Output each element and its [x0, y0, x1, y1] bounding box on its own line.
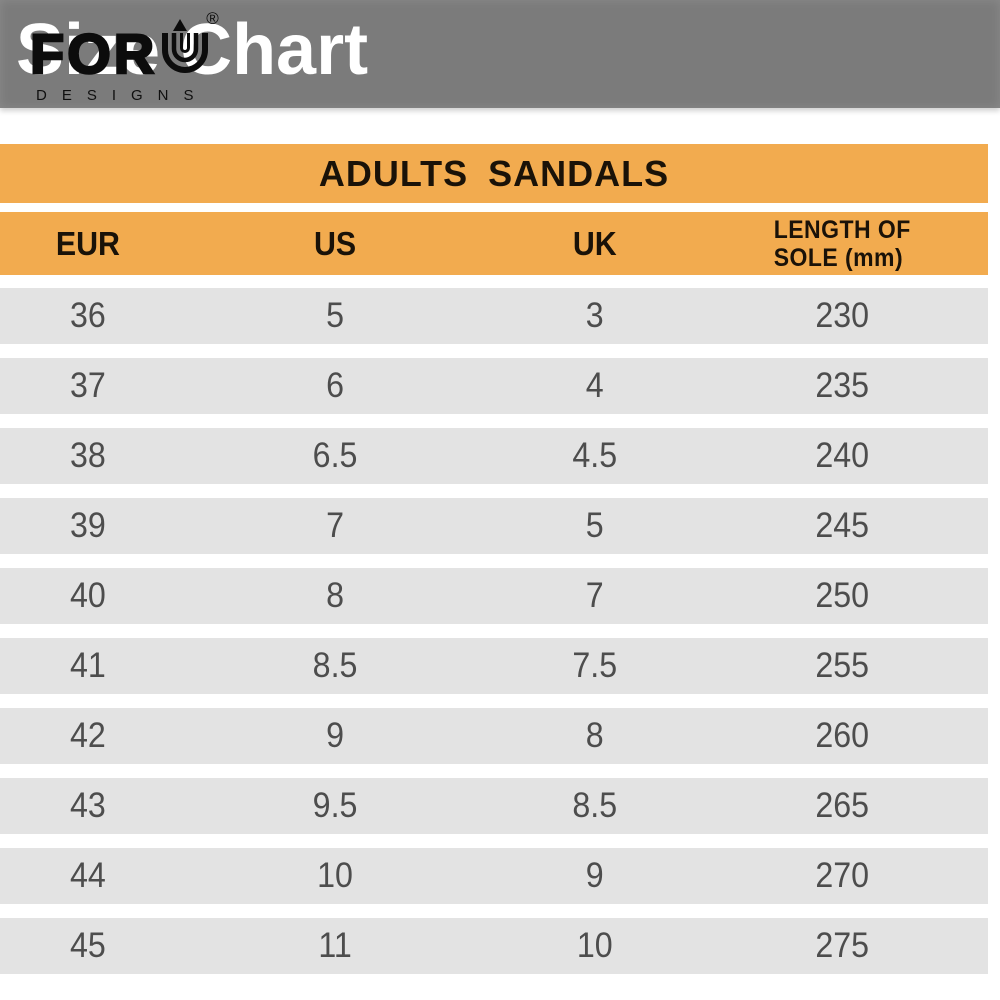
logo-designs-text: DESIGNS — [36, 87, 209, 104]
cell-eur: 45 — [70, 926, 106, 965]
cell-eur: 42 — [70, 716, 106, 755]
cell-us: 7 — [325, 506, 344, 545]
cell-us: 9 — [325, 716, 344, 755]
cell-sole-length: 245 — [814, 506, 869, 545]
brand-wordmark: FOR ® — [29, 10, 219, 86]
cell-us: 8 — [325, 576, 344, 615]
cell-us: 8.5 — [312, 646, 358, 685]
cell-uk: 8 — [585, 716, 604, 755]
col-header-length-line2: SOLE (mm) — [773, 243, 903, 272]
table-body: 36 5 3 230 37 6 4 235 38 6.5 4.5 240 39 … — [0, 288, 988, 988]
cell-sole-length: 235 — [814, 366, 869, 405]
table-row: 45 11 10 275 — [0, 918, 988, 974]
cell-eur: 39 — [70, 506, 106, 545]
table-row: 43 9.5 8.5 265 — [0, 778, 988, 834]
cell-eur: 44 — [70, 856, 106, 895]
header-bar: Size Chart FOR ® DESIGNS — [0, 0, 1000, 108]
cell-sole-length: 250 — [814, 576, 869, 615]
cell-us: 10 — [317, 856, 353, 895]
cell-sole-length: 255 — [814, 646, 869, 685]
col-header-length: LENGTH OF SOLE (mm) — [707, 216, 976, 272]
cell-sole-length: 240 — [814, 436, 869, 475]
table-header-row: EUR US UK LENGTH OF SOLE (mm) — [0, 212, 988, 275]
table-row: 37 6 4 235 — [0, 358, 988, 414]
table-title-banner: ADULTS SANDALS — [0, 144, 988, 203]
cell-uk: 3 — [585, 296, 604, 335]
page-title: Size Chart — [16, 10, 369, 90]
cell-sole-length: 230 — [814, 296, 869, 335]
cell-sole-length: 270 — [814, 856, 869, 895]
cell-sole-length: 265 — [814, 786, 869, 825]
horseshoe-u-icon — [162, 19, 209, 73]
cell-eur: 37 — [70, 366, 106, 405]
cell-uk: 10 — [576, 926, 613, 965]
cell-eur: 43 — [70, 786, 106, 825]
cell-eur: 41 — [70, 646, 106, 685]
table-row: 39 7 5 245 — [0, 498, 988, 554]
cell-us: 6 — [325, 366, 344, 405]
cell-us: 9.5 — [312, 786, 358, 825]
cell-us: 11 — [318, 926, 352, 965]
col-header-eur: EUR — [55, 224, 120, 262]
col-header-us: US — [313, 224, 357, 262]
cell-uk: 8.5 — [572, 786, 618, 825]
col-header-length-line1: LENGTH OF — [773, 215, 911, 244]
col-header-uk: UK — [572, 224, 617, 262]
cell-uk: 4.5 — [572, 436, 618, 475]
cell-us: 5 — [325, 296, 344, 335]
cell-sole-length: 275 — [814, 926, 869, 965]
table-row: 40 8 7 250 — [0, 568, 988, 624]
cell-eur: 36 — [70, 296, 106, 335]
table-row: 44 10 9 270 — [0, 848, 988, 904]
table-row: 38 6.5 4.5 240 — [0, 428, 988, 484]
table-row: 42 9 8 260 — [0, 708, 988, 764]
cell-uk: 5 — [585, 506, 604, 545]
cell-uk: 7 — [585, 576, 604, 615]
table-row: 36 5 3 230 — [0, 288, 988, 344]
cell-uk: 7.5 — [572, 646, 618, 685]
cell-uk: 9 — [585, 856, 604, 895]
cell-sole-length: 260 — [814, 716, 869, 755]
brand-logo: FOR ® DESIGNS — [29, 10, 219, 104]
cell-uk: 4 — [585, 366, 604, 405]
cell-eur: 40 — [70, 576, 106, 615]
table-row: 41 8.5 7.5 255 — [0, 638, 988, 694]
registered-trademark-icon: ® — [206, 9, 219, 28]
cell-us: 6.5 — [312, 436, 358, 475]
logo-for-text: FOR — [29, 22, 158, 86]
cell-eur: 38 — [70, 436, 106, 475]
